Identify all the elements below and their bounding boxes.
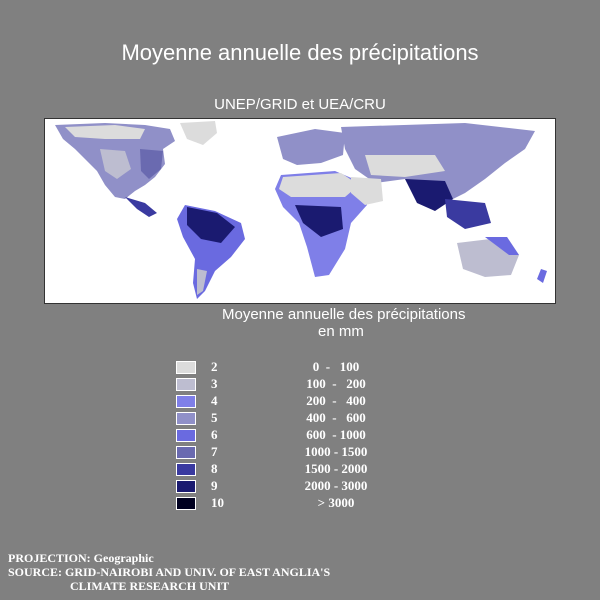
legend-title: Moyenne annuelle des précipitations en m… bbox=[222, 306, 482, 340]
legend-row: 9 2000 - 3000 bbox=[176, 477, 396, 494]
legend-swatch bbox=[176, 463, 196, 476]
legend-title-line1: Moyenne annuelle des précipitations bbox=[222, 306, 466, 323]
legend-class-number: 7 bbox=[211, 444, 218, 459]
legend-swatch bbox=[176, 429, 196, 442]
legend-swatch bbox=[176, 361, 196, 374]
legend-swatch bbox=[176, 480, 196, 493]
map-subtitle: UNEP/GRID et UEA/CRU bbox=[214, 96, 386, 113]
legend-class-range: 400 - 600 bbox=[306, 410, 366, 425]
map-canvas bbox=[55, 121, 547, 299]
legend-class-range: 600 - 1000 bbox=[306, 427, 366, 442]
legend-swatch bbox=[176, 412, 196, 425]
legend-row: 2 0 - 100 bbox=[176, 358, 396, 375]
map-footer: PROJECTION: Geographic SOURCE: GRID-NAIR… bbox=[8, 551, 330, 593]
legend-class-number: 8 bbox=[211, 461, 218, 476]
region-na-east-wet bbox=[140, 149, 163, 179]
landmass-central-america bbox=[125, 197, 157, 217]
legend-class-range: 0 - 100 bbox=[312, 359, 360, 374]
legend-row: 7 1000 - 1500 bbox=[176, 443, 396, 460]
map-title: Moyenne annuelle des précipitations bbox=[121, 40, 479, 65]
precipitation-legend: 2 0 - 100 3 100 - 200 4 200 - 400 5 400 … bbox=[176, 358, 396, 511]
legend-class-range: > 3000 bbox=[317, 495, 355, 510]
landmass-new-zealand bbox=[537, 269, 547, 283]
region-na-dry-west bbox=[100, 149, 131, 179]
legend-class-range: 1000 - 1500 bbox=[304, 444, 368, 459]
legend-class-number: 3 bbox=[211, 376, 218, 391]
region-arabia-dry bbox=[351, 177, 383, 205]
legend-row: 3 100 - 200 bbox=[176, 375, 396, 392]
source-note-continued: CLIMATE RESEARCH UNIT bbox=[70, 579, 230, 593]
region-sahara-dry bbox=[279, 173, 359, 197]
legend-swatch bbox=[176, 378, 196, 391]
region-sa-dry-south bbox=[197, 269, 207, 295]
world-precipitation-map bbox=[44, 118, 556, 304]
legend-row: 6 600 - 1000 bbox=[176, 426, 396, 443]
region-south-asia-wet bbox=[405, 179, 453, 211]
region-amazon-wet bbox=[187, 207, 235, 243]
legend-class-range: 1500 - 2000 bbox=[304, 461, 368, 476]
region-central-asia-dry bbox=[365, 155, 445, 177]
legend-class-number: 6 bbox=[211, 427, 218, 442]
legend-swatch bbox=[176, 446, 196, 459]
source-note: SOURCE: GRID-NAIROBI AND UNIV. OF EAST A… bbox=[8, 565, 331, 579]
legend-class-range: 200 - 400 bbox=[306, 393, 366, 408]
landmass-europe bbox=[277, 129, 345, 165]
legend-row: 4 200 - 400 bbox=[176, 392, 396, 409]
region-na-north bbox=[65, 125, 145, 139]
legend-row: 8 1500 - 2000 bbox=[176, 460, 396, 477]
legend-class-range: 2000 - 3000 bbox=[304, 478, 368, 493]
landmass-greenland bbox=[180, 121, 217, 145]
legend-class-number: 4 bbox=[211, 393, 218, 408]
legend-class-number: 5 bbox=[211, 410, 218, 425]
legend-class-range: 100 - 200 bbox=[306, 376, 366, 391]
legend-class-number: 10 bbox=[211, 495, 224, 510]
legend-title-line2: en mm bbox=[318, 323, 364, 340]
legend-swatch bbox=[176, 395, 196, 408]
legend-row: 5 400 - 600 bbox=[176, 409, 396, 426]
legend-class-number: 9 bbox=[211, 478, 218, 493]
projection-note: PROJECTION: Geographic bbox=[8, 551, 154, 565]
legend-swatch bbox=[176, 497, 196, 510]
region-southeast-asia bbox=[445, 199, 491, 229]
legend-class-number: 2 bbox=[211, 359, 218, 374]
legend-row: 10 > 3000 bbox=[176, 494, 396, 511]
region-australia-coast bbox=[485, 237, 519, 255]
region-central-africa-wet bbox=[295, 205, 343, 237]
